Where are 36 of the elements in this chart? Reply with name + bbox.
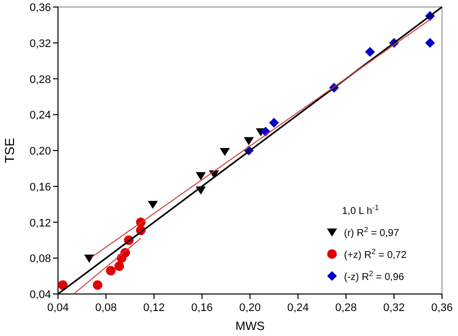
x-tick-label: 0,16	[191, 302, 213, 314]
point	[244, 137, 254, 145]
point	[92, 280, 102, 290]
y-tick-label: 0,32	[30, 38, 51, 50]
y-tick-label: 0,20	[30, 146, 51, 158]
legend-label: (-z) R$^{2}$ = 0,96	[344, 268, 404, 283]
y-tick-label: 0,08	[30, 253, 51, 266]
point	[114, 261, 124, 271]
y-tick-label: 0,24	[30, 110, 51, 122]
legend-label: (r) R$^{2}$ = 0,97	[344, 224, 400, 239]
point	[84, 254, 94, 262]
x-tick-label: 0,28	[335, 302, 357, 314]
x-tick-label: 0,12	[143, 302, 165, 314]
x-axis-title: MWS	[235, 319, 265, 333]
y-tick-label: 0,36	[30, 2, 51, 14]
y-tick-label: 0,04	[30, 289, 51, 301]
legend-label: (+z) R$^{2}$ = 0,72	[344, 246, 407, 261]
point	[148, 200, 158, 209]
y-tick-label: 0,28	[30, 74, 51, 86]
x-tick-label: 0,08	[95, 302, 117, 314]
point	[58, 280, 68, 290]
point	[365, 47, 375, 57]
point	[220, 148, 230, 156]
point	[196, 172, 206, 180]
y-tick-label: 0,16	[30, 181, 51, 194]
x-tick-label: 0,24	[287, 302, 309, 314]
y-tick-label: 0,12	[30, 217, 51, 230]
y-axis-title: TSE	[2, 138, 17, 164]
x-tick-label: 0,04	[47, 302, 69, 314]
legend-title: 1,0 L h$^{-1}$	[342, 202, 379, 217]
x-tick-label: 0,36	[431, 302, 453, 314]
point	[425, 38, 435, 48]
x-tick-label: 0,32	[383, 302, 405, 314]
point	[269, 118, 279, 128]
x-tick-label: 0,20	[239, 302, 261, 314]
point	[106, 266, 116, 276]
